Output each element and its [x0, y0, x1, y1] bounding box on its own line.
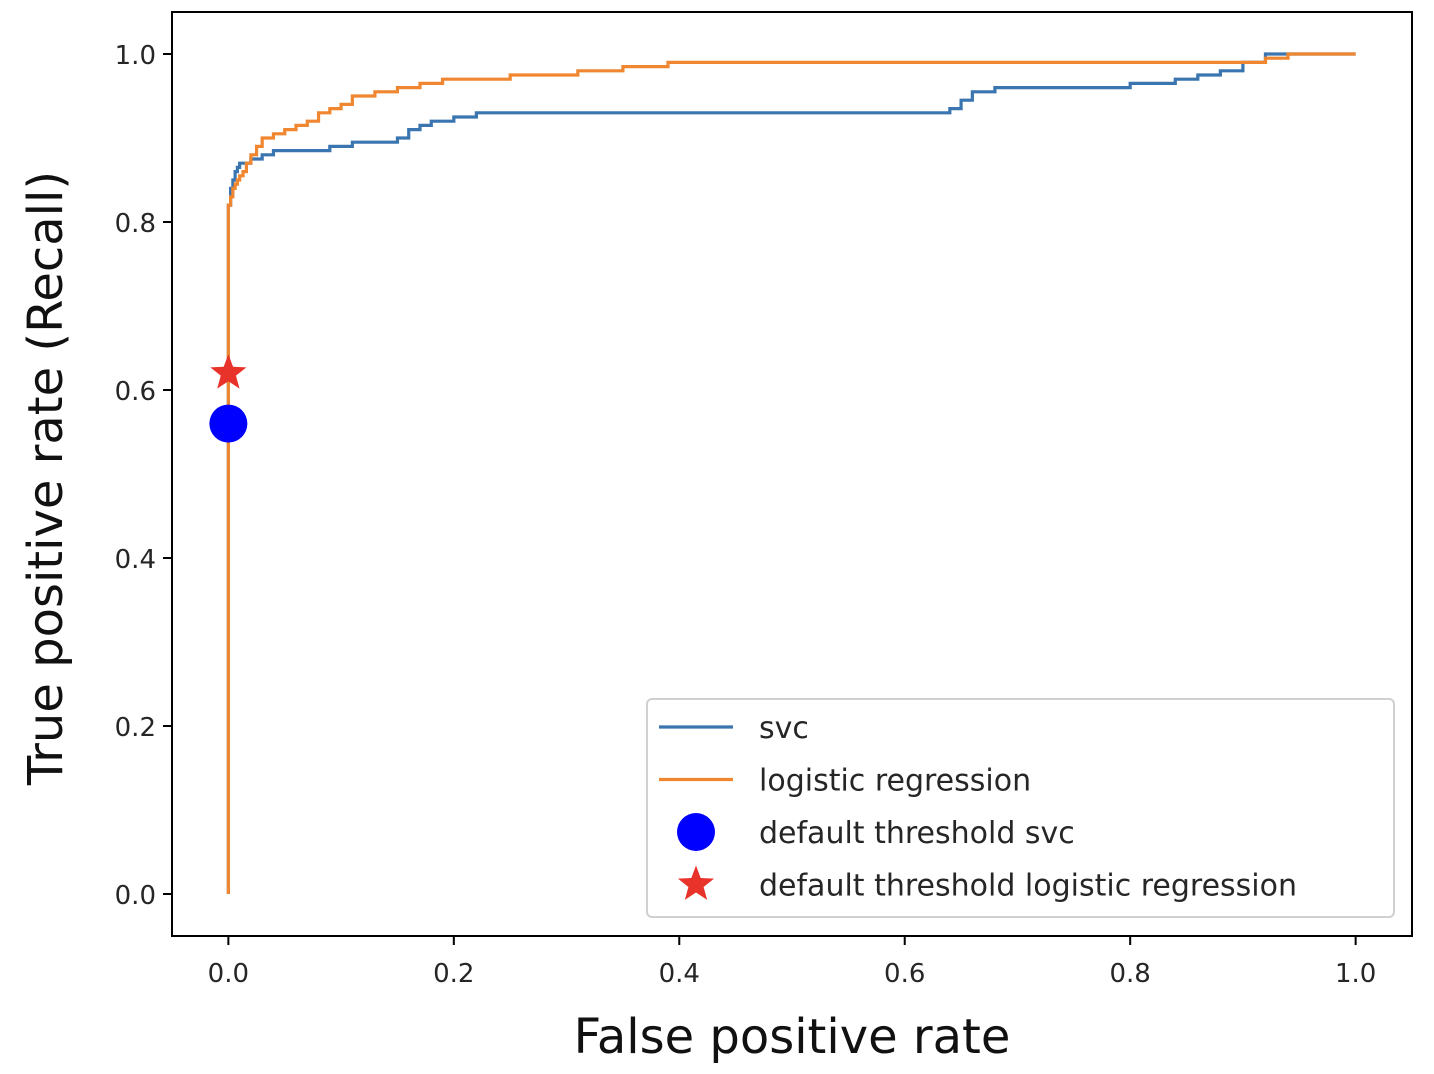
x-tick-label: 0.8 — [1110, 959, 1151, 989]
y-tick-label: 0.0 — [115, 881, 156, 911]
y-tick-label: 0.6 — [115, 377, 156, 407]
y-tick-label: 0.2 — [115, 713, 156, 743]
legend-label: default threshold logistic regression — [759, 869, 1297, 904]
axes: 0.0 0.2 0.4 0.6 0.8 1.0 0.0 0.2 0.4 0.6 0.8 1.0 — [115, 11, 1413, 989]
x-tick-label: 0.0 — [208, 959, 249, 989]
legend-label: svc — [759, 711, 809, 746]
x-tick-label: 0.2 — [433, 959, 474, 989]
plot-area — [209, 52, 1356, 894]
legend-circle-handle — [677, 813, 715, 851]
x-tick-label: 0.6 — [884, 959, 925, 989]
y-axis-label: True positive rate (Recall) — [18, 171, 74, 786]
y-tick-label: 0.8 — [115, 209, 156, 239]
marker-default-threshold-logistic-regression — [210, 354, 247, 389]
legend-label: default threshold svc — [759, 816, 1075, 851]
y-tick-label: 1.0 — [115, 41, 156, 71]
marker-default-threshold-svc — [209, 404, 248, 443]
legend-label: logistic regression — [759, 764, 1031, 799]
x-tick-label: 1.0 — [1335, 959, 1376, 989]
legend-box — [646, 698, 1395, 918]
x-tick-label: 0.4 — [659, 959, 700, 989]
y-tick-label: 0.4 — [115, 545, 156, 575]
series-line-svc — [226, 52, 1356, 894]
legend-star-handle — [677, 865, 715, 900]
x-axis-label: False positive rate — [574, 1009, 1011, 1065]
plot-frame — [171, 11, 1413, 937]
legend: svc logistic regression default threshold … — [646, 698, 1395, 918]
series-line-logistic-regression — [226, 52, 1356, 894]
